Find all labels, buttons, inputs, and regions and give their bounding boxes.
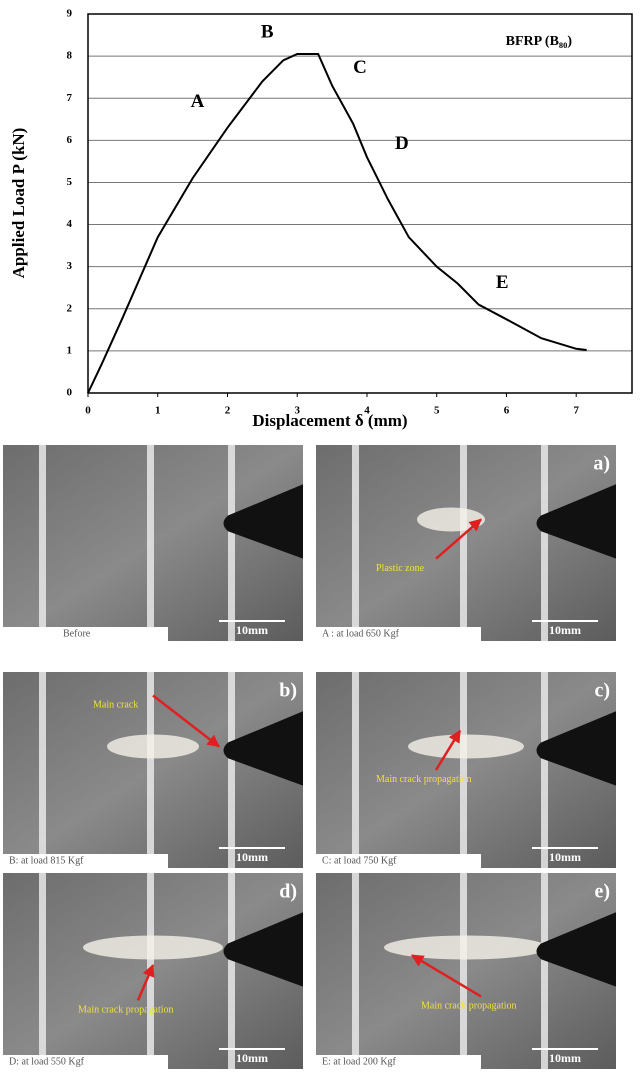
photo-stripe bbox=[541, 672, 548, 868]
caption-box bbox=[3, 627, 168, 641]
notch bbox=[223, 711, 303, 786]
annotation: D bbox=[395, 133, 409, 154]
photo-stripe bbox=[352, 445, 359, 641]
notch bbox=[223, 484, 303, 559]
x-tick-label: 1 bbox=[155, 405, 161, 417]
arrow bbox=[152, 694, 220, 748]
y-tick-label: 1 bbox=[67, 344, 73, 356]
caption: E: at load 200 Kgf bbox=[322, 1056, 397, 1067]
annotation-note: Main crack bbox=[93, 700, 138, 711]
panel-tag: d) bbox=[279, 881, 297, 903]
photo-stripe bbox=[460, 672, 467, 868]
caption-box bbox=[3, 1055, 168, 1069]
crack-zone bbox=[408, 734, 524, 759]
y-tick-label: 5 bbox=[67, 176, 73, 188]
arrow bbox=[435, 518, 482, 560]
caption-box bbox=[316, 627, 481, 641]
notch bbox=[536, 912, 616, 987]
y-tick-label: 6 bbox=[67, 134, 73, 146]
caption-box bbox=[316, 854, 481, 868]
x-tick-label: 0 bbox=[85, 405, 91, 417]
crack-zone bbox=[107, 734, 199, 759]
photo-panel: E: at load 200 Kgf 10mm e) Main crack propa… bbox=[316, 873, 616, 1069]
photo-stripe bbox=[228, 672, 235, 868]
photo-stripe bbox=[541, 873, 548, 1069]
y-tick-label: 7 bbox=[67, 92, 73, 104]
crack-zone bbox=[83, 935, 223, 960]
annotation-note: Main crack propagation bbox=[421, 1001, 517, 1012]
notch bbox=[223, 912, 303, 987]
photo-stripe bbox=[460, 873, 467, 1069]
x-tick-label: 4 bbox=[364, 405, 370, 417]
arrow bbox=[434, 729, 462, 771]
photo-stripe bbox=[39, 672, 46, 868]
caption: C: at load 750 Kgf bbox=[322, 855, 397, 866]
photo-stripe bbox=[352, 873, 359, 1069]
y-tick-label: 2 bbox=[67, 302, 73, 314]
panel-tag: c) bbox=[594, 680, 610, 702]
data-line bbox=[87, 53, 587, 394]
arrow bbox=[136, 963, 155, 1001]
photo-stripe bbox=[147, 445, 154, 641]
x-tick-label: 5 bbox=[434, 405, 440, 417]
panel-tag: a) bbox=[593, 453, 610, 475]
photo-stripe bbox=[39, 873, 46, 1069]
notch bbox=[536, 711, 616, 786]
scale-label: 10mm bbox=[236, 1051, 268, 1065]
scale-label: 10mm bbox=[236, 850, 268, 864]
annotation-note: Main crack propagation bbox=[78, 1004, 174, 1015]
y-tick-label: 0 bbox=[67, 387, 73, 399]
photo-stripe bbox=[460, 445, 467, 641]
scale-label: 10mm bbox=[236, 623, 268, 637]
photo-panel: A : at load 650 Kgf 10mm a) Plastic zone bbox=[316, 445, 616, 641]
x-tick-label: 2 bbox=[225, 405, 231, 417]
x-axis-label: Displacement δ (mm) bbox=[252, 411, 407, 430]
caption: A : at load 650 Kgf bbox=[322, 628, 400, 639]
annotation: E bbox=[496, 272, 509, 293]
photo-panel: C: at load 750 Kgf 10mm c) Main crack propa… bbox=[316, 672, 616, 868]
annotation-note: Plastic zone bbox=[376, 563, 425, 574]
y-tick-label: 8 bbox=[67, 50, 73, 62]
caption-box bbox=[3, 854, 168, 868]
y-tick-label: 3 bbox=[67, 260, 73, 272]
crack-zone bbox=[384, 935, 548, 960]
x-tick-label: 6 bbox=[504, 405, 510, 417]
panel-tag: e) bbox=[594, 881, 610, 903]
caption: D: at load 550 Kgf bbox=[9, 1056, 85, 1067]
arrow bbox=[410, 954, 482, 998]
annotation: A bbox=[191, 91, 205, 112]
photo-stripe bbox=[541, 445, 548, 641]
caption: Before bbox=[63, 628, 91, 639]
annotation: B bbox=[261, 21, 274, 42]
panel-tag: b) bbox=[279, 680, 297, 702]
photo-panel: D: at load 550 Kgf 10mm d) Main crack propa… bbox=[3, 873, 303, 1069]
caption-box bbox=[316, 1055, 481, 1069]
notch bbox=[536, 484, 616, 559]
y-tick-label: 9 bbox=[67, 8, 73, 20]
legend-entry: BFRP (B₈₀) bbox=[506, 34, 573, 49]
photo-stripe bbox=[228, 873, 235, 1069]
photo-panel: Before 10mm bbox=[3, 445, 303, 641]
crack-zone bbox=[417, 507, 485, 532]
caption: B: at load 815 Kgf bbox=[9, 855, 84, 866]
photo-stripe bbox=[228, 445, 235, 641]
y-tick-label: 4 bbox=[67, 218, 73, 230]
x-tick-label: 3 bbox=[294, 405, 300, 417]
photo-stripe bbox=[39, 445, 46, 641]
scale-label: 10mm bbox=[549, 623, 581, 637]
photo-stripe bbox=[147, 672, 154, 868]
photo-stripe bbox=[352, 672, 359, 868]
annotation: C bbox=[353, 57, 367, 78]
plot-frame bbox=[87, 13, 633, 394]
scale-label: 10mm bbox=[549, 850, 581, 864]
scale-label: 10mm bbox=[549, 1051, 581, 1065]
x-tick-label: 7 bbox=[573, 405, 579, 417]
annotation-note: Main crack propagation bbox=[376, 774, 472, 785]
photo-panel: B: at load 815 Kgf 10mm b) Main crack bbox=[3, 672, 303, 868]
y-axis-label: Applied Load P (kN) bbox=[9, 128, 28, 279]
